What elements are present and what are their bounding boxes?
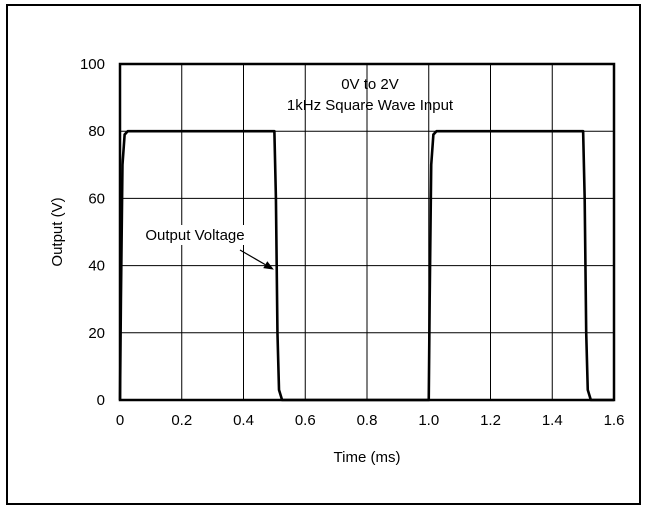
x-tick-label: 1.2 [480, 412, 501, 429]
y-tick-label: 20 [88, 325, 105, 342]
x-tick-labels: 0 0.2 0.4 0.6 0.8 1.0 1.2 1.4 1.6 [116, 412, 625, 429]
x-tick-label: 0.8 [357, 412, 378, 429]
output-voltage-arrow [239, 249, 266, 266]
x-tick-label: 0.4 [233, 412, 254, 429]
output-voltage-label: Output Voltage [145, 227, 244, 244]
annotations: 0V to 2V 1kHz Square Wave Input Output V… [126, 76, 454, 270]
plot-area-border [118, 62, 616, 402]
input-note-line-1: 0V to 2V [341, 76, 399, 93]
x-tick-label: 1.4 [542, 412, 563, 429]
y-tick-label: 0 [97, 392, 105, 409]
y-tick-label: 100 [80, 56, 105, 73]
y-tick-label: 60 [88, 190, 105, 207]
x-tick-label: 1.0 [418, 412, 439, 429]
x-tick-label: 1.6 [604, 412, 625, 429]
y-tick-label: 80 [88, 123, 105, 140]
arrowhead-icon [263, 261, 274, 270]
x-tick-label: 0.2 [171, 412, 192, 429]
y-tick-label: 40 [88, 258, 105, 275]
figure-frame [6, 4, 641, 505]
y-axis-label: Output (V) [49, 197, 66, 266]
output-note-background [126, 225, 264, 245]
y-tick-labels: 0 20 40 60 80 100 [80, 56, 105, 409]
input-note-line-2: 1kHz Square Wave Input [287, 97, 454, 114]
x-tick-label: 0 [116, 412, 124, 429]
x-axis-label: Time (ms) [334, 449, 401, 466]
x-tick-label: 0.6 [295, 412, 316, 429]
